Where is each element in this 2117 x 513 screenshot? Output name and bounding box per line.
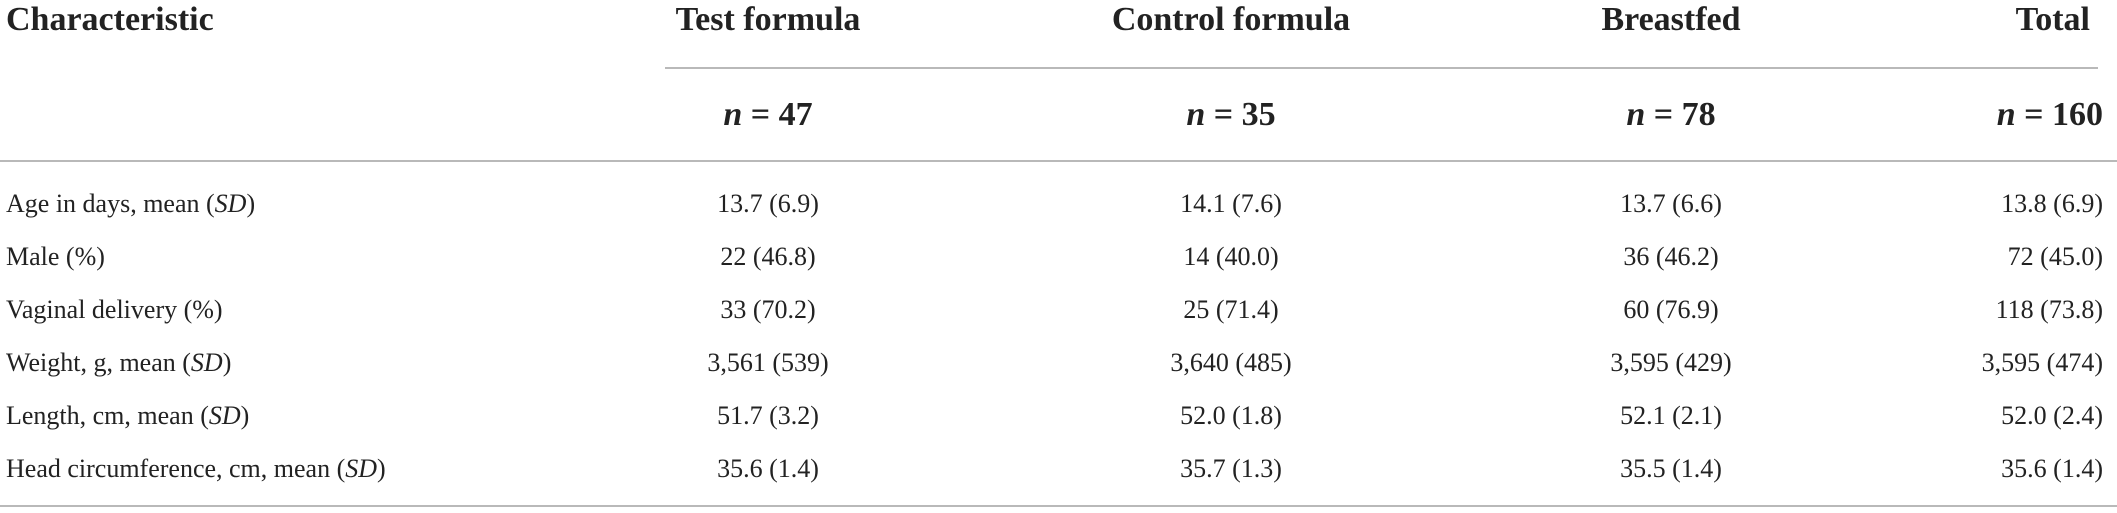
- table-cell: 25 (71.4): [1183, 295, 1279, 324]
- table-cell: 60 (76.9): [1623, 295, 1719, 324]
- column-header-breastfed: Breastfed: [1601, 1, 1741, 38]
- table-cell: 52.0 (2.4): [2001, 401, 2103, 430]
- table-cell: 33 (70.2): [720, 295, 816, 324]
- table-cell: 13.7 (6.6): [1620, 189, 1722, 218]
- sample-size-test-formula: n = 47: [723, 96, 813, 133]
- table-cell: 13.7 (6.9): [717, 189, 819, 218]
- table-cell: 118 (73.8): [1995, 295, 2103, 324]
- sample-size-total: n = 160: [1996, 96, 2103, 133]
- row-label: Male (%): [6, 242, 105, 271]
- table-cell: 3,561 (539): [707, 348, 829, 377]
- table-cell: 3,595 (474): [1981, 348, 2103, 377]
- sample-size-control-formula: n = 35: [1186, 96, 1276, 133]
- table-cell: 14 (40.0): [1183, 242, 1279, 271]
- column-header-total: Total: [2015, 1, 2090, 38]
- table-bottom-rule: [0, 505, 2117, 507]
- row-label: Weight, g, mean (SD): [6, 348, 232, 377]
- sample-size-breastfed: n = 78: [1626, 96, 1716, 133]
- table-cell: 35.7 (1.3): [1180, 454, 1282, 483]
- row-label: Age in days, mean (SD): [6, 189, 256, 218]
- row-label: Length, cm, mean (SD): [6, 401, 250, 430]
- column-header-characteristic: Characteristic: [6, 1, 214, 38]
- table-cell: 3,640 (485): [1170, 348, 1292, 377]
- header-divider-rule: [665, 67, 2098, 69]
- table-cell: 35.6 (1.4): [2001, 454, 2103, 483]
- table-cell: 52.1 (2.1): [1620, 401, 1722, 430]
- table-cell: 36 (46.2): [1623, 242, 1719, 271]
- row-label: Head circumference, cm, mean (SD): [6, 454, 386, 483]
- table-cell: 3,595 (429): [1610, 348, 1732, 377]
- table-cell: 51.7 (3.2): [717, 401, 819, 430]
- table-cell: 14.1 (7.6): [1180, 189, 1282, 218]
- row-label: Vaginal delivery (%): [6, 295, 223, 324]
- column-header-test-formula: Test formula: [675, 1, 861, 38]
- table-cell: 72 (45.0): [2007, 242, 2103, 271]
- table-cell: 22 (46.8): [720, 242, 816, 271]
- table-cell: 52.0 (1.8): [1180, 401, 1282, 430]
- table-cell: 13.8 (6.9): [2001, 189, 2103, 218]
- table-cell: 35.5 (1.4): [1620, 454, 1722, 483]
- table-cell: 35.6 (1.4): [717, 454, 819, 483]
- column-header-control-formula: Control formula: [1111, 1, 1351, 38]
- header-bottom-rule: [0, 160, 2117, 162]
